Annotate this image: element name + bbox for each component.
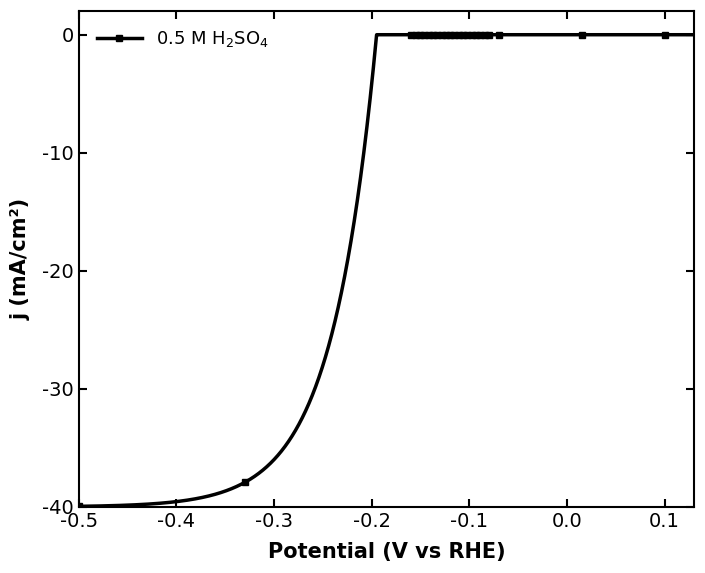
X-axis label: Potential (V vs RHE): Potential (V vs RHE) [268,542,505,562]
Y-axis label: j (mA/cm²): j (mA/cm²) [11,198,31,320]
Legend: 0.5 M H$_2$SO$_4$: 0.5 M H$_2$SO$_4$ [88,20,278,58]
